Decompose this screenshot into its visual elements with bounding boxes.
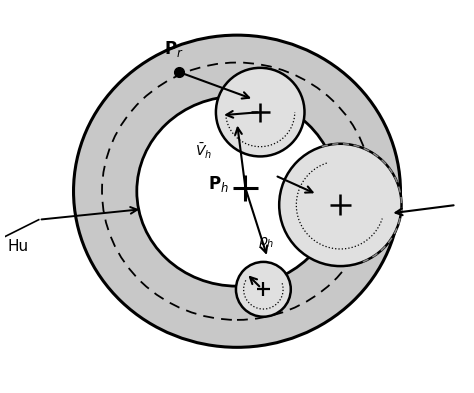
Text: $\bar{V}_{mr}$: $\bar{V}_{mr}$ [218, 106, 244, 125]
Ellipse shape [73, 35, 401, 347]
Text: $\rho_r$: $\rho_r$ [247, 127, 263, 142]
Text: Hu: Hu [7, 239, 28, 254]
Circle shape [216, 68, 304, 156]
Text: $\mathbf{P}_r$: $\mathbf{P}_r$ [164, 39, 183, 59]
Circle shape [279, 144, 401, 266]
Text: $\mathbf{P}_h$: $\mathbf{P}_h$ [208, 174, 228, 194]
Text: $r_3$: $r_3$ [242, 267, 254, 281]
Circle shape [236, 262, 291, 317]
Text: $\bar{V}_h$: $\bar{V}_h$ [195, 141, 212, 161]
Text: $r_3$: $r_3$ [300, 164, 313, 180]
Ellipse shape [137, 96, 337, 286]
Text: $\rho_h$: $\rho_h$ [258, 235, 275, 250]
